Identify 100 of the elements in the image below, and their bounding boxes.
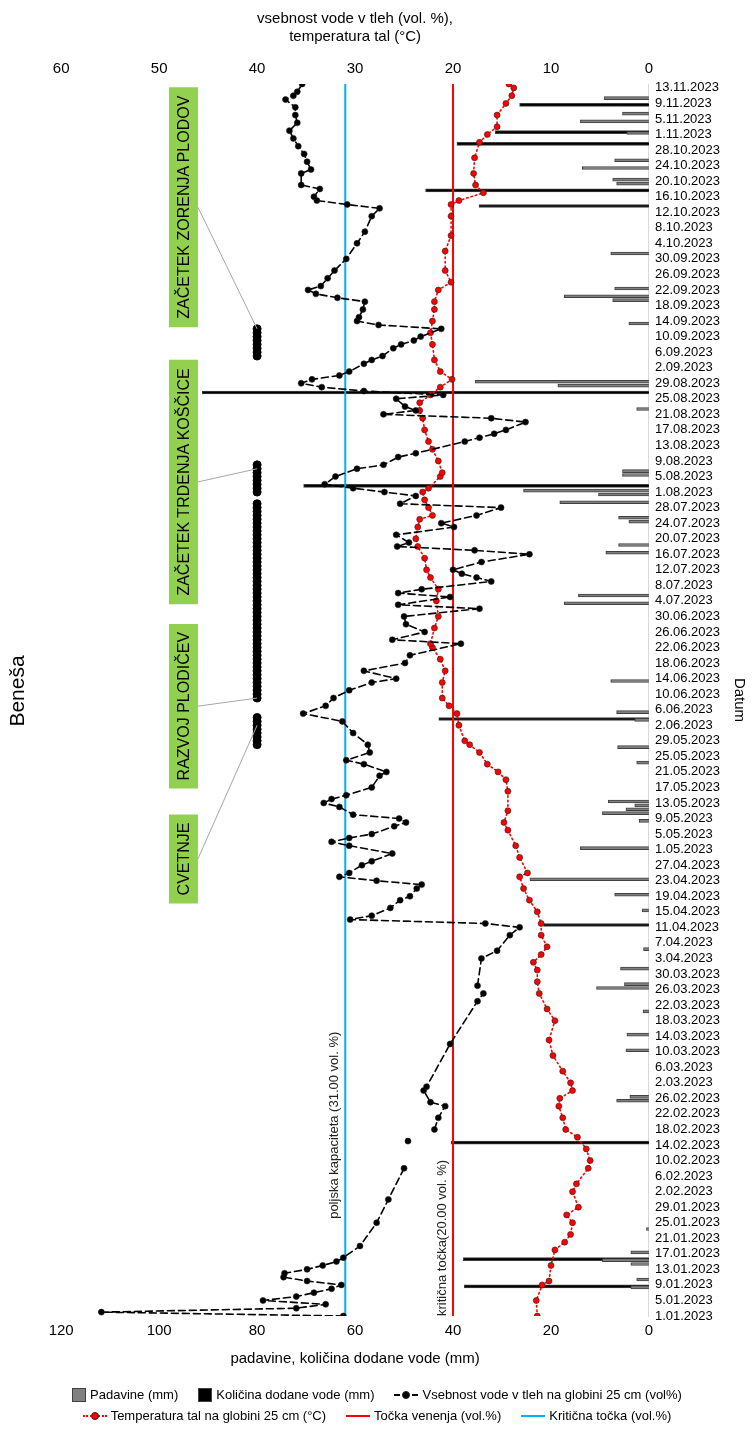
- y-tick-label: 1.01.2023: [654, 1307, 713, 1323]
- y-tick-label: 6.06.2023: [654, 701, 713, 717]
- y-tick-label: 10.09.2023: [654, 328, 721, 344]
- legend-label: Točka venenja (vol.%): [374, 1408, 502, 1423]
- y-tick-label: 13.08.2023: [654, 437, 721, 453]
- y-tick-label: 22.06.2023: [654, 639, 721, 655]
- y-axis-title: Datum: [731, 677, 749, 723]
- y-tick-label: 26.09.2023: [654, 266, 721, 282]
- y-tick-label: 2.06.2023: [654, 716, 713, 732]
- y-tick-label: 19.04.2023: [654, 887, 721, 903]
- x2-axis-title: vsebnost vode v tleh (vol. %), temperatura tal (°C): [257, 9, 454, 45]
- annotation: kritična točka(20.00 vol. %): [434, 1159, 450, 1316]
- y-tick-label: 26.06.2023: [654, 623, 721, 639]
- y-tick-label: 16.10.2023: [654, 188, 721, 204]
- y-tick-label: 26.02.2023: [654, 1089, 721, 1105]
- annotation: ZAČETEK TRDENJA KOŠČICE: [173, 368, 192, 596]
- y-tick-label: 9.08.2023: [654, 452, 713, 468]
- y-tick-label: 11.04.2023: [654, 918, 720, 934]
- annotation: poljska kapaciteta (31.00 vol. %): [326, 1031, 342, 1219]
- text: Beneša: [5, 655, 29, 727]
- y-tick-label: 13.01.2023: [654, 1260, 721, 1276]
- y-tick-label: 10.06.2023: [654, 685, 721, 701]
- y-tick-label: 18.02.2023: [654, 1121, 721, 1137]
- y-tick-label: 21.05.2023: [654, 763, 721, 779]
- y-tick-label: 9.11.2023: [654, 95, 712, 111]
- y-tick-label: 21.01.2023: [654, 1229, 721, 1245]
- y-tick-label: 28.07.2023: [654, 499, 721, 515]
- y-tick-label: 29.01.2023: [654, 1198, 721, 1214]
- y-tick-label: 25.01.2023: [654, 1214, 721, 1230]
- y-tick-label: 8.10.2023: [654, 219, 713, 235]
- y-tick-label: 7.04.2023: [654, 934, 713, 950]
- legend-label: Temperatura tal na globini 25 cm (°C): [110, 1408, 327, 1423]
- y-tick-label: 1.08.2023: [654, 483, 713, 499]
- y-tick-label: 10.03.2023: [654, 1043, 721, 1059]
- y-tick-label: 15.04.2023: [654, 903, 721, 919]
- x-tick-label: 100: [146, 1321, 172, 1339]
- y-tick-label: 20.07.2023: [654, 530, 721, 546]
- y-tick-label: 22.03.2023: [654, 996, 721, 1012]
- y-tick-label: 6.09.2023: [654, 343, 713, 359]
- y-tick-label: 6.03.2023: [654, 1058, 713, 1074]
- x2-tick-label: 20: [444, 59, 462, 77]
- x2-tick-label: 30: [346, 59, 364, 77]
- x-tick-label: 20: [542, 1321, 560, 1339]
- legend-label: Kritična točka (vol.%): [549, 1408, 672, 1423]
- y-tick-label: 1.11.2023: [654, 126, 712, 142]
- y-tick-label: 4.10.2023: [654, 234, 713, 250]
- y-tick-label: 14.09.2023: [654, 312, 721, 328]
- x2-tick-label: 0: [644, 59, 654, 77]
- y-tick-label: 25.05.2023: [654, 747, 721, 763]
- x2-tick-label: 10: [542, 59, 560, 77]
- y-tick-label: 8.07.2023: [654, 576, 713, 592]
- x-tick-label: 0: [644, 1321, 654, 1339]
- y-tick-label: 24.07.2023: [654, 514, 721, 530]
- y-tick-label: 25.08.2023: [654, 390, 721, 406]
- y-tick-label: 16.07.2023: [654, 545, 721, 561]
- y-tick-label: 14.03.2023: [654, 1027, 721, 1043]
- y-tick-label: 27.04.2023: [654, 856, 721, 872]
- y-tick-label: 18.09.2023: [654, 297, 721, 313]
- y-tick-label: 12.10.2023: [654, 203, 721, 219]
- y-tick-label: 30.09.2023: [654, 250, 721, 266]
- annotation: CVETNJE: [174, 822, 192, 896]
- y-tick-label: 13.05.2023: [654, 794, 721, 810]
- x-axis-title: padavine, količina dodane vode (mm): [230, 1349, 480, 1367]
- y-tick-label: 2.03.2023: [654, 1074, 713, 1090]
- y-tick-label: 14.06.2023: [654, 670, 721, 686]
- y-tick-label: 3.04.2023: [654, 950, 713, 966]
- x-tick-label: 40: [444, 1321, 462, 1339]
- y-tick-label: 22.09.2023: [654, 281, 721, 297]
- y-tick-label: 17.01.2023: [654, 1245, 721, 1261]
- y-tick-label: 22.02.2023: [654, 1105, 721, 1121]
- y-tick-label: 2.02.2023: [654, 1183, 713, 1199]
- x2-tick-label: 50: [150, 59, 168, 77]
- y-tick-label: 9.01.2023: [654, 1276, 713, 1292]
- y-tick-label: 30.03.2023: [654, 965, 721, 981]
- y-tick-label: 26.03.2023: [654, 981, 721, 997]
- y-tick-label: 17.05.2023: [654, 779, 721, 795]
- x2-tick-label: 40: [248, 59, 266, 77]
- y-tick-label: 10.02.2023: [654, 1152, 721, 1168]
- y-tick-label: 20.10.2023: [654, 172, 721, 188]
- x-tick-label: 80: [248, 1321, 266, 1339]
- annotation: RAZVOJ PLODIČEV: [173, 631, 192, 781]
- y-tick-label: 29.08.2023: [654, 374, 721, 390]
- y-tick-label: 13.11.2023: [654, 79, 720, 95]
- y-tick-label: 2.09.2023: [654, 359, 713, 375]
- y-tick-label: 17.08.2023: [654, 421, 721, 437]
- y-tick-label: 6.02.2023: [654, 1167, 713, 1183]
- legend-label: Vsebnost vode v tleh na globini 25 cm (vol%): [422, 1387, 682, 1402]
- y-tick-label: 5.08.2023: [654, 468, 713, 484]
- y-tick-label: 24.10.2023: [654, 157, 721, 173]
- annotation: ZAČETEK ZORENJA PLODOV: [173, 95, 192, 319]
- y-tick-label: 18.06.2023: [654, 654, 721, 670]
- legend-label: Padavine (mm): [90, 1387, 179, 1402]
- y-tick-label: 29.05.2023: [654, 732, 721, 748]
- y-tick-label: 18.03.2023: [654, 1012, 721, 1028]
- y-tick-label: 5.05.2023: [654, 825, 713, 841]
- x2-tick-label: 60: [52, 59, 70, 77]
- y-tick-label: 5.01.2023: [654, 1292, 713, 1308]
- y-tick-label: 14.02.2023: [654, 1136, 721, 1152]
- x-tick-label: 60: [346, 1321, 364, 1339]
- y-tick-label: 23.04.2023: [654, 872, 721, 888]
